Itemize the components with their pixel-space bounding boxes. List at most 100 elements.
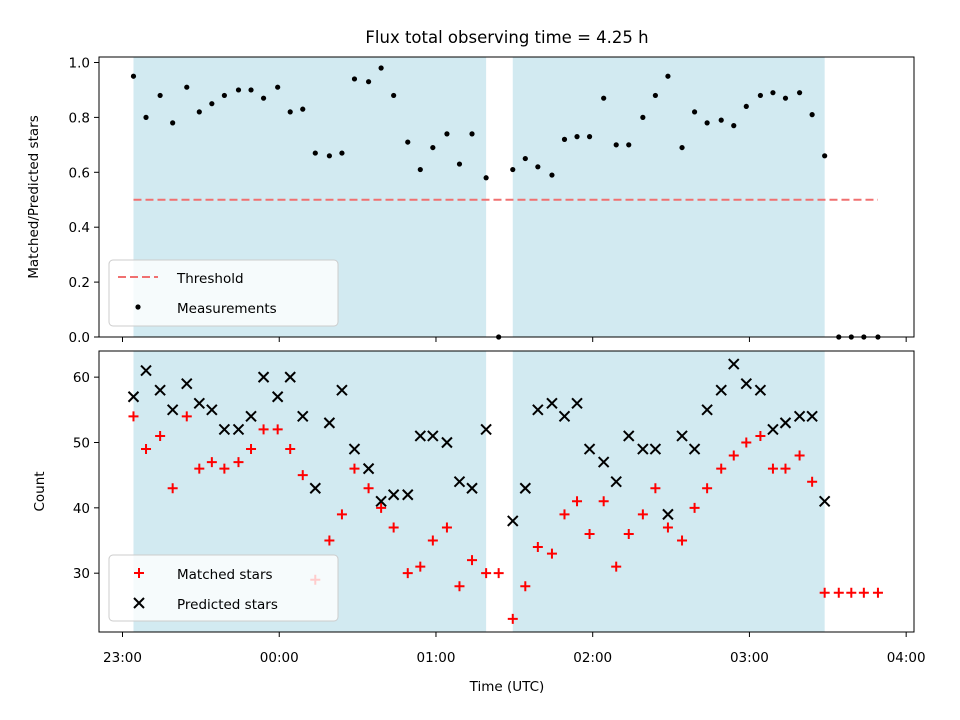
measurement-point xyxy=(300,106,306,112)
chart-title: Flux total observing time = 4.25 h xyxy=(365,28,648,47)
matched-star-point xyxy=(481,568,492,579)
matched-star-point xyxy=(454,581,465,592)
predicted-star-point xyxy=(715,384,727,396)
matched-star-point xyxy=(559,509,570,520)
y-tick-label: 0.4 xyxy=(69,220,90,236)
legend-measurements-swatch xyxy=(135,304,141,310)
measurement-point xyxy=(235,87,242,93)
bottom-observing-windows xyxy=(133,351,825,632)
measurement-point xyxy=(809,112,815,118)
predicted-star-point xyxy=(623,430,635,442)
measurement-point xyxy=(143,114,149,120)
measurement-point xyxy=(652,92,658,99)
matched-star-point xyxy=(233,457,244,468)
predicted-star-point xyxy=(649,443,662,455)
predicted-star-point xyxy=(181,377,193,390)
measurement-point xyxy=(365,79,372,85)
predicted-star-point xyxy=(127,391,140,403)
legend-measurements-label: Measurements xyxy=(177,301,277,317)
predicted-star-point xyxy=(257,371,270,383)
matched-star-point xyxy=(716,463,727,474)
matched-stars-layer xyxy=(128,411,883,624)
predicted-star-point xyxy=(271,391,284,403)
matched-star-point xyxy=(702,483,713,494)
bottom-legend: Matched stars Predicted stars xyxy=(108,554,339,622)
legend-box xyxy=(108,259,339,327)
predicted-star-point xyxy=(206,404,218,416)
predicted-stars-layer xyxy=(127,358,831,527)
predicted-star-point xyxy=(532,404,544,416)
matched-star-point xyxy=(427,535,438,546)
legend-box xyxy=(108,554,339,622)
measurement-point xyxy=(704,120,710,126)
y-tick-label: 50 xyxy=(73,435,90,451)
matched-star-point xyxy=(402,568,413,579)
measurement-point xyxy=(679,144,685,151)
matched-star-point xyxy=(155,430,166,441)
x-tick-label: 01:00 xyxy=(417,650,456,666)
y-tick-label: 40 xyxy=(73,501,90,517)
matched-star-point xyxy=(493,568,504,579)
matched-star-point xyxy=(780,463,791,474)
top-observing-windows xyxy=(133,57,825,337)
matched-star-point xyxy=(134,568,144,578)
predicted-star-point xyxy=(610,475,622,488)
predicted-star-point xyxy=(453,475,466,488)
top-y-axis-label: Matched/Predicted stars xyxy=(26,115,42,278)
measurement-point xyxy=(170,120,176,126)
matched-star-point xyxy=(662,522,673,533)
predicted-star-point xyxy=(232,423,245,436)
predicted-star-point xyxy=(637,443,649,455)
matched-star-point xyxy=(297,470,308,481)
measurement-point xyxy=(417,166,423,173)
x-tick-label: 03:00 xyxy=(730,650,769,666)
predicted-star-point xyxy=(284,371,296,383)
measurement-point xyxy=(221,92,227,99)
measurement-point xyxy=(430,144,436,151)
measurement-point xyxy=(378,65,384,71)
matched-star-point xyxy=(819,587,830,598)
matched-star-point xyxy=(598,496,609,507)
matched-star-point xyxy=(584,528,595,539)
predicted-star-point xyxy=(218,423,231,436)
measurement-point xyxy=(757,92,764,99)
measurement-point xyxy=(601,95,607,101)
observing-window-band xyxy=(512,57,825,337)
x-axis-label: Time (UTC) xyxy=(469,679,545,695)
matched-star-point xyxy=(650,483,661,494)
measurement-point xyxy=(640,114,646,120)
predicted-star-point xyxy=(348,443,361,455)
top-axes-frame xyxy=(98,56,915,338)
x-tick-label: 04:00 xyxy=(887,650,926,666)
predicted-star-point xyxy=(466,482,478,494)
measurement-point xyxy=(743,103,749,110)
measurement-point xyxy=(613,142,619,148)
measurement-point xyxy=(574,134,580,140)
bottom-y-axis: 30 40 50 60 xyxy=(73,370,99,582)
matched-star-point xyxy=(441,522,452,533)
observing-window-band xyxy=(512,351,825,632)
matched-star-point xyxy=(807,476,818,487)
predicted-star-point xyxy=(362,462,375,475)
measurement-point xyxy=(391,92,397,99)
matched-star-point xyxy=(689,502,700,513)
matched-star-point xyxy=(128,411,139,422)
y-tick-label: 0.0 xyxy=(69,330,90,346)
top-legend: Threshold Measurements xyxy=(108,259,339,327)
predicted-star-point xyxy=(297,410,309,423)
predicted-star-point xyxy=(387,489,400,501)
predicted-star-point xyxy=(154,384,166,396)
measurement-point xyxy=(157,92,163,99)
measurement-point xyxy=(691,109,698,115)
matched-star-point xyxy=(623,528,634,539)
bottom-axes-frame xyxy=(98,350,915,633)
predicted-star-point xyxy=(375,495,387,508)
measurement-point xyxy=(822,153,828,159)
measurement-point xyxy=(796,90,803,96)
predicted-star-point xyxy=(701,404,713,416)
y-tick-label: 0.6 xyxy=(69,165,90,181)
matched-star-point xyxy=(833,587,844,598)
matched-star-point xyxy=(846,587,857,598)
predicted-star-point xyxy=(806,410,818,423)
measurement-point xyxy=(483,175,489,181)
